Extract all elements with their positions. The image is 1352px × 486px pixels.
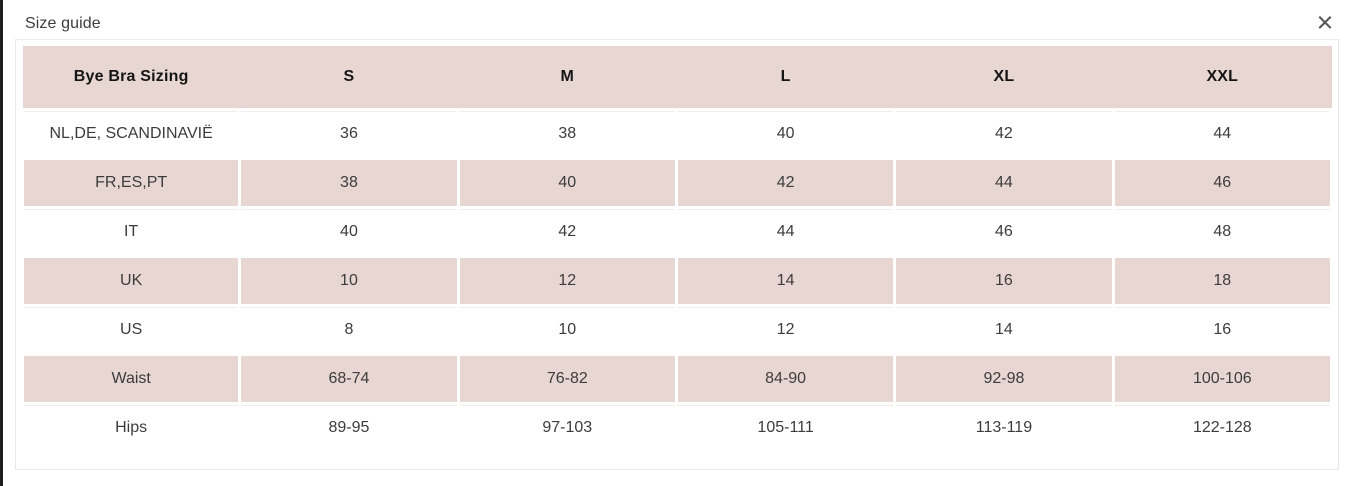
size-cell: 18: [1111, 255, 1334, 307]
close-icon[interactable]: ×: [1310, 8, 1340, 38]
table-row: UK 10 12 14 16 18: [20, 255, 1334, 307]
size-cell: 38: [238, 157, 460, 209]
size-cell: 97-103: [456, 402, 678, 454]
header-cell-xxl: XXL: [1113, 46, 1332, 110]
size-cell: 113-119: [893, 402, 1115, 454]
header-cell-m: M: [458, 46, 677, 110]
table-row: Hips 89-95 97-103 105-111 113-119 122-12…: [20, 402, 1334, 454]
table-row: IT 40 42 44 46 48: [20, 206, 1334, 258]
header-cell-xl: XL: [894, 46, 1114, 110]
size-cell: 40: [238, 206, 460, 258]
table-row: NL,DE, SCANDINAVIË 36 38 40 42 44: [20, 108, 1334, 160]
row-label: Hips: [20, 402, 242, 454]
size-cell: 44: [893, 157, 1115, 209]
size-cell: 8: [238, 304, 460, 356]
size-cell: 46: [1111, 157, 1334, 209]
size-cell: 42: [456, 206, 678, 258]
size-cell: 100-106: [1111, 353, 1334, 405]
size-cell: 44: [1111, 108, 1334, 160]
row-label: IT: [20, 206, 242, 258]
modal-header: Size guide ×: [3, 0, 1352, 40]
size-cell: 38: [456, 108, 678, 160]
size-cell: 92-98: [893, 353, 1115, 405]
size-cell: 46: [893, 206, 1115, 258]
modal-title: Size guide: [25, 15, 101, 32]
size-cell: 16: [893, 255, 1115, 307]
header-cell-brand: Bye Bra Sizing: [22, 46, 240, 110]
size-cell: 40: [674, 108, 897, 160]
row-label: FR,ES,PT: [20, 157, 242, 209]
size-cell: 12: [674, 304, 897, 356]
size-cell: 44: [674, 206, 897, 258]
size-cell: 16: [1111, 304, 1334, 356]
size-cell: 40: [456, 157, 678, 209]
size-cell: 12: [456, 255, 678, 307]
size-cell: 76-82: [456, 353, 678, 405]
table-header-row: Bye Bra Sizing S M L XL XXL: [22, 46, 1332, 110]
row-label: US: [20, 304, 242, 356]
header-cell-l: L: [676, 46, 895, 110]
size-cell: 105-111: [674, 402, 897, 454]
row-label: Waist: [20, 353, 242, 405]
row-label: NL,DE, SCANDINAVIË: [20, 108, 242, 160]
size-cell: 42: [674, 157, 897, 209]
table-row: FR,ES,PT 38 40 42 44 46: [20, 157, 1334, 209]
table-row: US 8 10 12 14 16: [20, 304, 1334, 356]
row-label: UK: [20, 255, 242, 307]
size-cell: 89-95: [238, 402, 460, 454]
size-cell: 10: [456, 304, 678, 356]
size-table: Bye Bra Sizing S M L XL XXL NL,DE, SCAND…: [20, 46, 1334, 454]
size-cell: 122-128: [1111, 402, 1334, 454]
table-row: Waist 68-74 76-82 84-90 92-98 100-106: [20, 353, 1334, 405]
size-cell: 42: [893, 108, 1115, 160]
size-cell: 84-90: [674, 353, 897, 405]
size-table-panel: Bye Bra Sizing S M L XL XXL NL,DE, SCAND…: [15, 39, 1339, 470]
size-cell: 68-74: [238, 353, 460, 405]
size-cell: 48: [1111, 206, 1334, 258]
size-cell: 10: [238, 255, 460, 307]
size-cell: 14: [674, 255, 897, 307]
header-cell-s: S: [239, 46, 459, 110]
size-cell: 14: [893, 304, 1115, 356]
size-cell: 36: [238, 108, 460, 160]
